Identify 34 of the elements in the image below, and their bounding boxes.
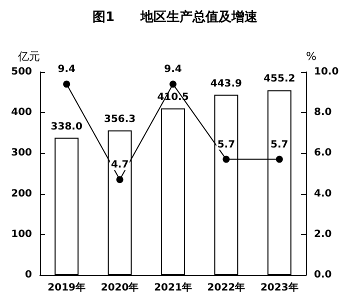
y2-tick-label: 2.0 [314, 228, 332, 240]
data-label: 4.7 [110, 160, 129, 171]
point [63, 80, 70, 88]
y-axis-title: 亿元 [17, 50, 40, 63]
data-label: 5.7 [270, 139, 288, 150]
data-label: 356.3 [104, 114, 136, 125]
y-tick-label: 500 [11, 66, 32, 78]
x-tick-label: 2021年 [154, 282, 192, 294]
data-label: 9.4 [58, 64, 76, 76]
point [276, 156, 283, 163]
point [116, 176, 124, 184]
y2-tick-label: 4.0 [314, 188, 332, 200]
y-tick-label: 100 [11, 228, 32, 240]
chart-title: 图1 地区生产总值及增速 [92, 9, 259, 25]
y-tick-label: 300 [11, 148, 32, 159]
x-tick-label: 2022年 [207, 282, 246, 294]
point [222, 156, 230, 163]
y2-tick-label: 8.0 [314, 107, 332, 118]
y2-tick-label: 6.0 [314, 148, 332, 159]
y-tick-label: 400 [11, 107, 32, 118]
point [170, 80, 176, 88]
data-label: 5.7 [217, 139, 236, 150]
data-label: 455.2 [264, 74, 296, 85]
y-tick-label: 200 [11, 188, 32, 200]
y2-tick-label: 10.0 [314, 66, 339, 78]
data-label: 338.0 [50, 121, 82, 132]
x-tick-label: 2019年 [48, 282, 86, 294]
data-label: 443.9 [210, 78, 242, 90]
x-tick-label: 2020年 [100, 282, 139, 294]
y-tick-label: 0 [25, 270, 32, 280]
x-tick-label: 2023年 [260, 282, 298, 294]
data-label: 9.4 [164, 64, 182, 76]
y2-axis-title: % [306, 50, 316, 63]
y2-tick-label: 0.0 [314, 270, 332, 280]
